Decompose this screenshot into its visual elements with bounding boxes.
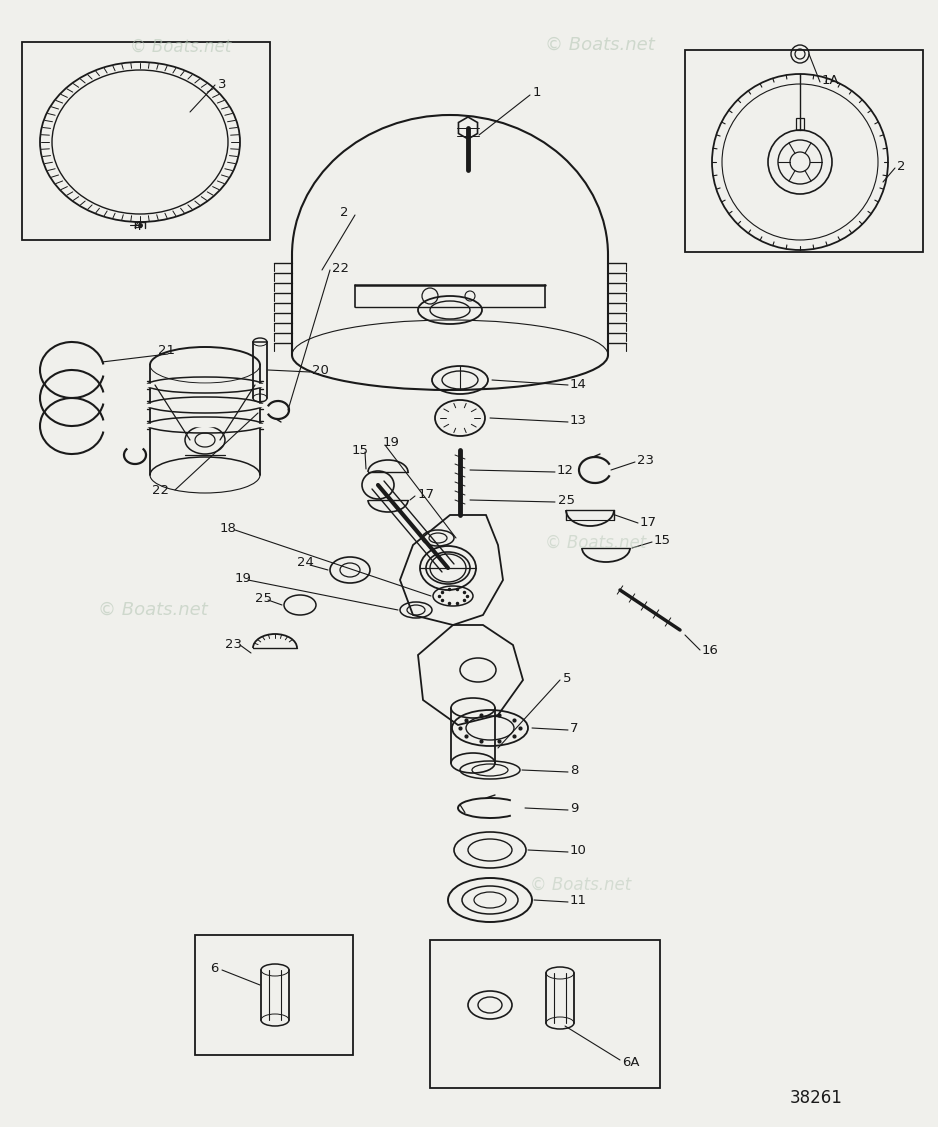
Text: 38261: 38261 (790, 1089, 843, 1107)
Bar (22, 42, 270, 240)
Text: 8: 8 (570, 763, 579, 777)
Text: © Boats.net: © Boats.net (130, 38, 232, 56)
Text: 5: 5 (563, 672, 571, 684)
Text: 17: 17 (418, 488, 435, 500)
Text: 1: 1 (533, 87, 541, 99)
Text: 10: 10 (570, 843, 587, 857)
Text: 3: 3 (218, 78, 226, 90)
Bar (195, 935, 353, 1055)
Text: 4: 4 (133, 221, 142, 233)
Text: 2: 2 (340, 206, 349, 220)
Text: © Boats.net: © Boats.net (530, 876, 631, 894)
Text: 2: 2 (897, 160, 905, 174)
Text: 6: 6 (210, 961, 219, 975)
Text: 16: 16 (702, 644, 719, 657)
Text: 19: 19 (383, 436, 400, 450)
Text: 22: 22 (332, 261, 349, 275)
Text: 23: 23 (637, 453, 654, 467)
Text: 25: 25 (558, 494, 575, 506)
Text: 19: 19 (235, 571, 252, 585)
Text: 12: 12 (557, 463, 574, 477)
Text: 21: 21 (158, 345, 175, 357)
Bar (796, 118, 804, 130)
Text: 20: 20 (312, 364, 329, 376)
Bar (430, 940, 660, 1088)
Text: 25: 25 (255, 592, 272, 604)
Text: 9: 9 (570, 801, 579, 815)
Text: 24: 24 (297, 557, 314, 569)
Text: 18: 18 (220, 522, 237, 534)
Text: 11: 11 (570, 894, 587, 906)
Text: 14: 14 (570, 378, 587, 390)
Text: 6A: 6A (622, 1056, 640, 1068)
Text: 1A: 1A (822, 74, 840, 88)
Text: © Boats.net: © Boats.net (98, 601, 207, 619)
Text: 13: 13 (570, 414, 587, 426)
Text: 7: 7 (570, 722, 579, 736)
Bar (685, 50, 923, 252)
Text: 15: 15 (654, 533, 671, 547)
Text: 23: 23 (225, 639, 242, 651)
Text: 17: 17 (640, 515, 657, 529)
Text: © Boats.net: © Boats.net (545, 534, 646, 552)
Text: 22: 22 (152, 483, 169, 497)
Text: 15: 15 (352, 444, 369, 456)
Text: © Boats.net: © Boats.net (545, 36, 655, 54)
